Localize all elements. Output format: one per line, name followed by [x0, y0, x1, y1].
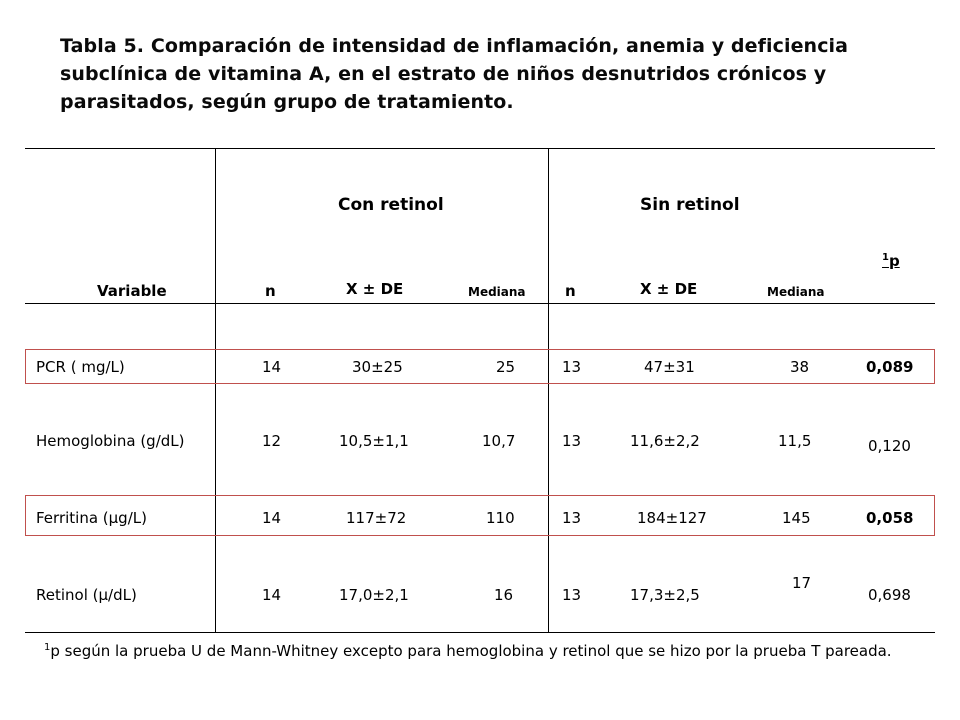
column-header-mean-sin: X ± DE — [640, 280, 698, 298]
cell-n-con: 12 — [262, 432, 282, 450]
cell-p-value: 0,089 — [866, 358, 914, 376]
cell-p-value: 0,698 — [868, 586, 911, 604]
p-superscript: 1 — [882, 252, 889, 263]
group-header-sin-retinol: Sin retinol — [640, 195, 740, 215]
cell-mean-con: 17,0±2,1 — [339, 586, 409, 604]
table-bottom-rule — [25, 632, 935, 633]
column-divider-2 — [548, 148, 549, 632]
cell-mean-sin: 184±127 — [637, 509, 707, 527]
p-label: p — [888, 252, 900, 270]
cell-median-sin: 38 — [790, 358, 810, 376]
cell-mean-sin: 17,3±2,5 — [630, 586, 700, 604]
cell-median-sin: 145 — [782, 509, 811, 527]
column-header-mean-con: X ± DE — [346, 280, 404, 298]
cell-variable: Retinol (µ/dL) — [36, 586, 137, 604]
cell-median-sin: 11,5 — [778, 432, 812, 450]
cell-n-sin: 13 — [562, 432, 582, 450]
cell-median-con: 110 — [486, 509, 515, 527]
cell-n-sin: 13 — [562, 358, 582, 376]
cell-variable: PCR ( mg/L) — [36, 358, 125, 376]
table-top-rule — [25, 148, 935, 149]
cell-n-con: 14 — [262, 586, 282, 604]
column-divider-1 — [215, 148, 216, 632]
cell-n-con: 14 — [262, 358, 282, 376]
column-header-p: 1p — [882, 252, 900, 270]
column-header-variable: Variable — [97, 282, 167, 300]
cell-n-sin: 13 — [562, 509, 582, 527]
cell-variable: Ferritina (µg/L) — [36, 509, 147, 527]
footnote-text: p según la prueba U de Mann-Whitney exce… — [50, 642, 892, 660]
row-highlight-pcr — [25, 349, 935, 384]
cell-mean-con: 117±72 — [346, 509, 407, 527]
cell-mean-sin: 47±31 — [644, 358, 695, 376]
column-header-median-sin: Mediana — [767, 285, 825, 299]
cell-n-sin: 13 — [562, 586, 582, 604]
cell-median-sin: 17 — [792, 574, 812, 592]
group-header-con-retinol: Con retinol — [338, 195, 444, 215]
header-bottom-rule — [25, 303, 935, 304]
cell-median-con: 10,7 — [482, 432, 516, 450]
title-line-3: parasitados, según grupo de tratamiento. — [60, 91, 514, 113]
table-title: Tabla 5. Comparación de intensidad de in… — [60, 32, 940, 116]
cell-median-con: 25 — [496, 358, 516, 376]
cell-median-con: 16 — [494, 586, 514, 604]
column-header-n-sin: n — [565, 282, 576, 300]
cell-variable: Hemoglobina (g/dL) — [36, 432, 185, 450]
title-line-1: Tabla 5. Comparación de intensidad de in… — [60, 35, 849, 57]
table-footnote: 1p según la prueba U de Mann-Whitney exc… — [44, 641, 904, 662]
cell-p-value: 0,120 — [868, 437, 911, 455]
title-line-2: subclínica de vitamina A, en el estrato … — [60, 63, 827, 85]
footnote-superscript: 1 — [44, 642, 51, 653]
column-header-n-con: n — [265, 282, 276, 300]
cell-mean-con: 10,5±1,1 — [339, 432, 409, 450]
column-header-median-con: Mediana — [468, 285, 526, 299]
row-highlight-ferritina — [25, 495, 935, 536]
cell-mean-con: 30±25 — [352, 358, 403, 376]
cell-p-value: 0,058 — [866, 509, 914, 527]
cell-mean-sin: 11,6±2,2 — [630, 432, 700, 450]
cell-n-con: 14 — [262, 509, 282, 527]
